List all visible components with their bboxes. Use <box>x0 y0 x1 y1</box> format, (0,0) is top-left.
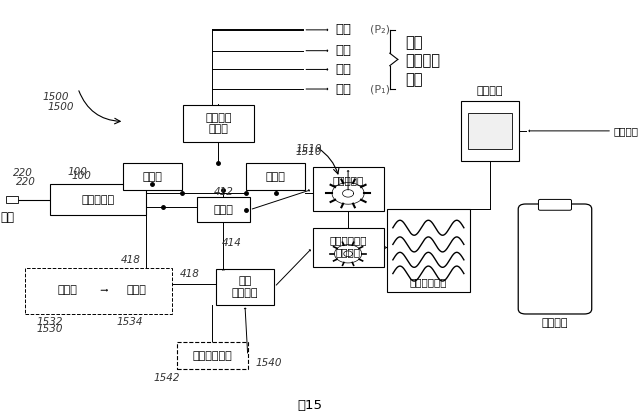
Text: カートリッジ: カートリッジ <box>193 351 232 361</box>
Text: デジタル
温度計: デジタル 温度計 <box>205 113 232 135</box>
Text: 414: 414 <box>222 238 242 248</box>
Bar <box>197 197 250 222</box>
Bar <box>183 105 254 143</box>
Bar <box>461 101 520 161</box>
Text: (P₂): (P₂) <box>370 25 390 35</box>
Bar <box>111 275 163 305</box>
Text: ステッピング
モーター: ステッピング モーター <box>330 235 367 257</box>
Text: 図15: 図15 <box>297 399 322 412</box>
Bar <box>177 342 248 370</box>
Text: フィルタ: フィルタ <box>477 87 504 97</box>
Bar <box>246 163 305 190</box>
Text: 制御
ユニット: 制御 ユニット <box>232 276 258 298</box>
Bar <box>312 228 383 268</box>
Text: 220: 220 <box>13 168 33 178</box>
Text: 熱交換コイル: 熱交換コイル <box>410 277 447 287</box>
Bar <box>123 163 182 190</box>
Bar <box>468 113 512 148</box>
FancyBboxPatch shape <box>518 204 592 314</box>
Text: 1540: 1540 <box>256 358 282 368</box>
Text: 圧力: 圧力 <box>335 82 351 96</box>
Text: 圧力計: 圧力計 <box>142 172 163 182</box>
Text: 1510: 1510 <box>296 144 323 153</box>
Text: 418: 418 <box>180 270 200 279</box>
Text: 信号: 信号 <box>405 72 422 87</box>
Bar <box>6 196 18 203</box>
Text: 圧力調整器: 圧力調整器 <box>332 175 364 185</box>
Text: 100: 100 <box>72 171 92 181</box>
Bar <box>216 270 275 305</box>
Text: (P₁): (P₁) <box>370 84 390 94</box>
Text: 流量: 流量 <box>335 63 351 76</box>
Bar <box>26 268 172 314</box>
Text: アナログ: アナログ <box>405 54 440 69</box>
Text: 流量計: 流量計 <box>213 205 233 215</box>
Bar <box>312 167 383 211</box>
Text: 220: 220 <box>16 177 36 187</box>
Bar <box>36 275 99 305</box>
Text: 出力: 出力 <box>405 35 422 50</box>
Text: 412: 412 <box>214 187 234 197</box>
Text: 1532: 1532 <box>36 317 63 327</box>
Text: 流量計: 流量計 <box>127 285 147 295</box>
Text: 圧力計: 圧力計 <box>266 172 286 182</box>
Text: 1534: 1534 <box>116 317 143 327</box>
FancyBboxPatch shape <box>538 199 572 210</box>
Text: 内視鏡器具: 内視鏡器具 <box>81 195 115 205</box>
Text: 1542: 1542 <box>154 373 180 383</box>
Text: 圧力: 圧力 <box>335 23 351 36</box>
Text: 1500: 1500 <box>43 92 69 102</box>
Text: 1510: 1510 <box>296 146 323 156</box>
Text: 温度: 温度 <box>335 44 351 57</box>
Bar <box>50 184 146 215</box>
Text: 1500: 1500 <box>47 102 74 112</box>
Text: 洗浄源: 洗浄源 <box>58 285 77 295</box>
Text: 1530: 1530 <box>36 324 63 334</box>
Text: 100: 100 <box>67 166 87 176</box>
Bar <box>387 209 470 292</box>
Text: 418: 418 <box>121 255 141 265</box>
Text: 圧縮空気: 圧縮空気 <box>613 126 638 136</box>
Text: 特殊氣体: 特殊氣体 <box>541 318 568 328</box>
Text: 標本: 標本 <box>1 211 15 224</box>
